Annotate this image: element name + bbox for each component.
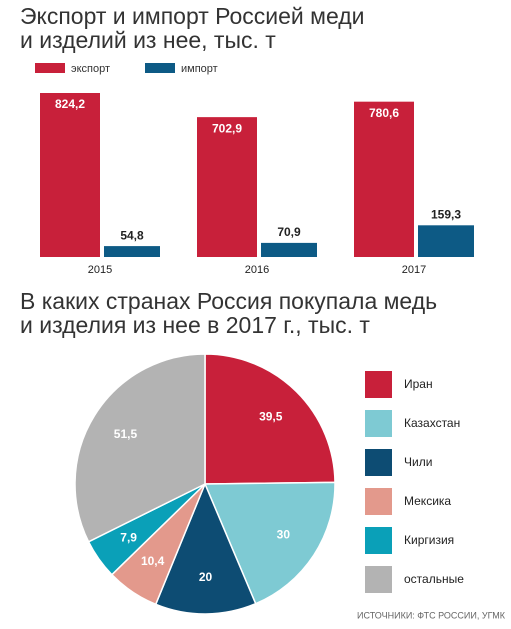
legend-label: импорт — [181, 63, 218, 75]
legend-label: Киргизия — [404, 533, 454, 547]
value-label: 51,5 — [114, 427, 138, 441]
legend-label: Казахстан — [404, 416, 460, 430]
value-label: 702,9 — [212, 121, 242, 135]
x-tick-label: 2017 — [402, 264, 426, 276]
legend-swatch — [365, 410, 392, 437]
legend-swatch — [365, 566, 392, 593]
value-label: 159,3 — [431, 207, 461, 221]
x-tick-label: 2016 — [245, 264, 269, 276]
pie-slice — [203, 481, 336, 605]
bar — [104, 246, 160, 257]
chart-title: В каких странах Россия покупала медь — [20, 288, 437, 314]
value-label: 824,2 — [55, 97, 85, 111]
bar — [418, 225, 474, 257]
legend-swatch — [35, 63, 65, 73]
pie-slice — [204, 353, 336, 485]
value-label: 20 — [199, 570, 213, 584]
pie-slice — [154, 482, 257, 615]
value-label: 70,9 — [277, 225, 301, 239]
value-label: 30 — [277, 527, 291, 541]
chart-title: и изделия из нее в 2017 г., тыс. т — [20, 312, 370, 338]
value-label: 54,8 — [120, 228, 144, 242]
legend-label: экспорт — [71, 63, 110, 75]
legend-swatch — [365, 527, 392, 554]
bar — [354, 101, 414, 257]
bar — [261, 242, 317, 257]
legend-label: Иран — [404, 377, 433, 391]
x-tick-label: 2015 — [88, 264, 112, 276]
legend-label: Мексика — [404, 494, 451, 508]
value-label: 7,9 — [120, 530, 137, 544]
value-label: 780,6 — [369, 106, 399, 120]
source-note: ИСТОЧНИКИ: ФТС РОССИИ, УГМК — [357, 610, 506, 620]
legend-label: остальные — [404, 572, 464, 586]
legend-swatch — [365, 449, 392, 476]
legend-label: Чили — [404, 455, 432, 469]
chart-title: Экспорт и импорт Россией меди — [20, 3, 365, 29]
chart-title: и изделий из нее, тыс. т — [20, 27, 276, 53]
bar — [40, 93, 100, 257]
value-label: 10,4 — [141, 554, 165, 568]
bar — [197, 117, 257, 257]
legend-swatch — [365, 488, 392, 515]
legend-swatch — [365, 371, 392, 398]
legend-swatch — [145, 63, 175, 73]
pie-slice — [74, 353, 206, 543]
value-label: 39,5 — [259, 410, 283, 424]
